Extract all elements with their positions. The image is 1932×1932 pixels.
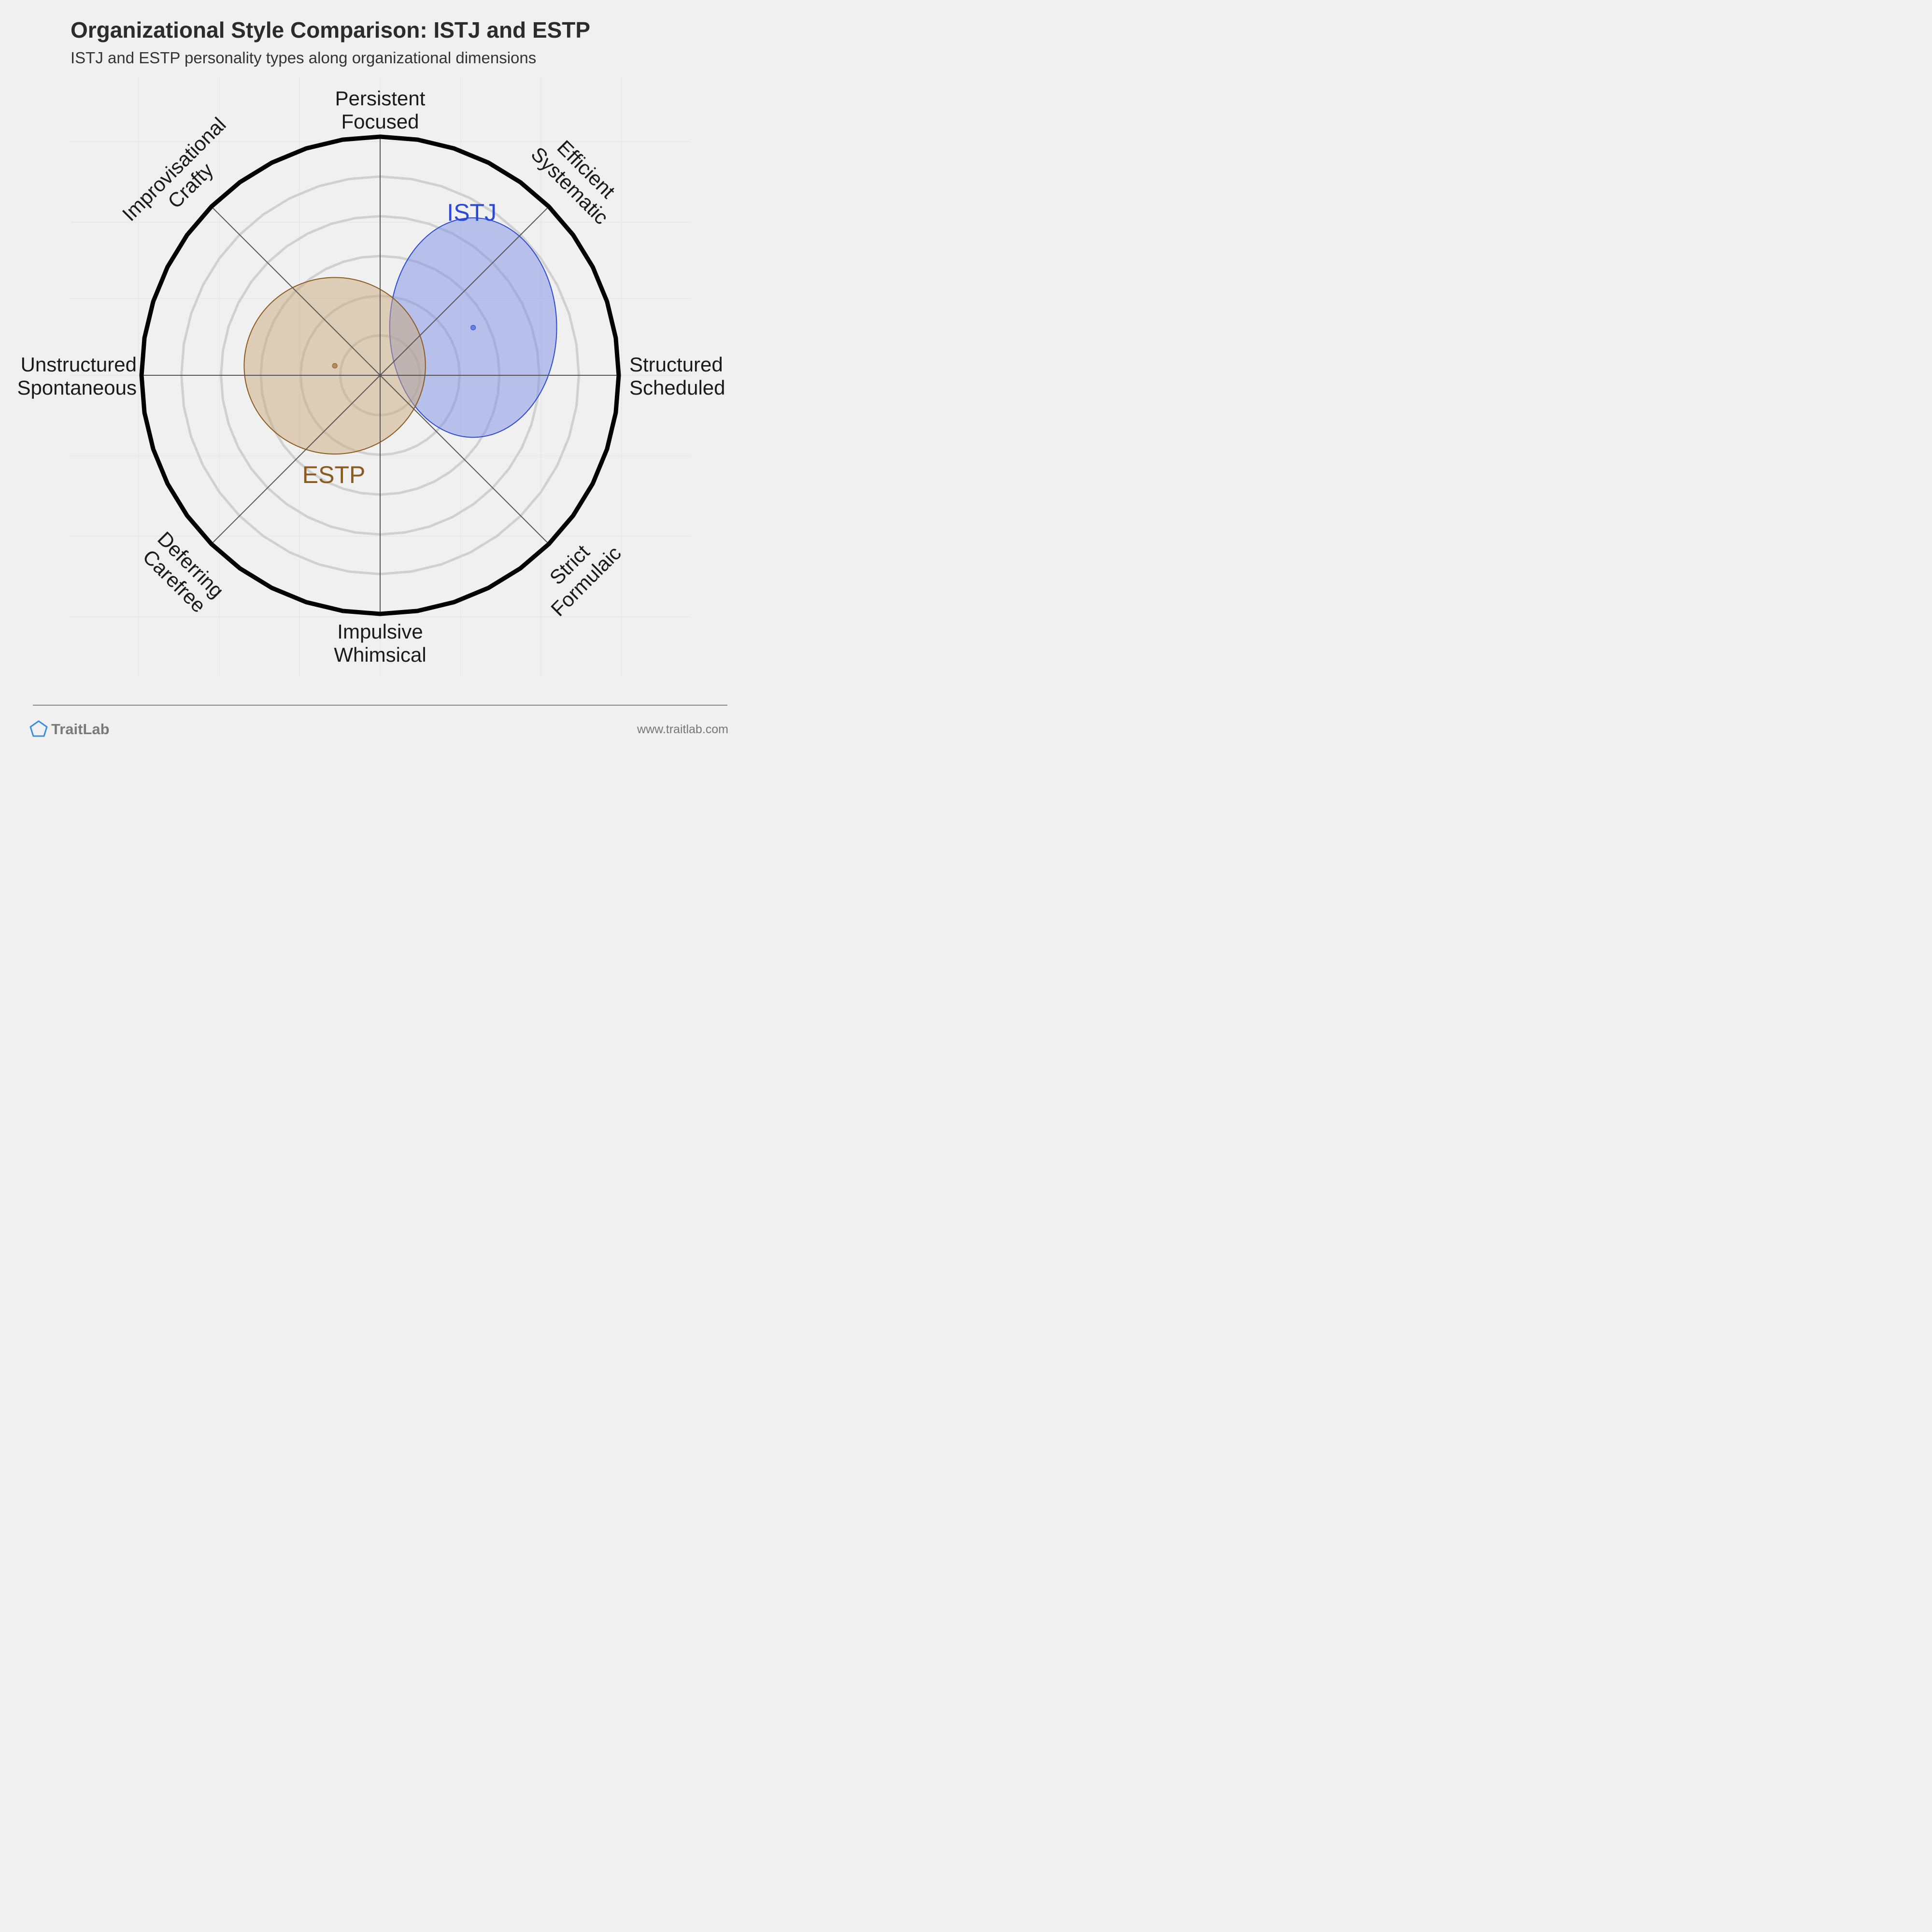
- series-label-istj: ISTJ: [447, 199, 497, 226]
- series-label-estp: ESTP: [302, 461, 366, 488]
- axis-label-line: Spontaneous: [17, 376, 137, 399]
- outer-ring: [139, 134, 621, 616]
- axis-label-line: Persistent: [335, 87, 426, 110]
- axis-spokes: [142, 137, 619, 614]
- axis-label-line: Unstructured: [21, 353, 137, 376]
- brand-logo: TraitLab: [29, 720, 110, 738]
- axis-spoke: [380, 375, 550, 545]
- axis-label-line: Structured: [629, 353, 723, 376]
- axis-spoke: [211, 375, 381, 545]
- brand-name: TraitLab: [51, 721, 110, 738]
- pentagon-icon: [29, 720, 48, 737]
- axis-label-line: Scheduled: [629, 376, 725, 399]
- chart-title: Organizational Style Comparison: ISTJ an…: [71, 17, 590, 43]
- axis-spoke: [380, 206, 550, 376]
- series-center-point-estp: [332, 363, 338, 369]
- axis-label: Persistent Focused: [335, 87, 426, 133]
- axis-label-line: Whimsical: [334, 643, 426, 666]
- axis-label-line: Impulsive: [337, 620, 423, 643]
- series-center-point-istj: [470, 325, 476, 330]
- site-url: www.traitlab.com: [637, 723, 728, 736]
- axis-label: Impulsive Whimsical: [334, 620, 426, 666]
- radar-chart: Structured ScheduledEfficientSystematicPe…: [0, 0, 757, 757]
- axis-spoke: [211, 206, 381, 376]
- axis-label-line: Focused: [341, 110, 419, 133]
- series-labels: ISTJ ESTP: [302, 199, 497, 488]
- outer-ring-group: [139, 134, 621, 616]
- axis-label: Unstructured Spontaneous: [17, 353, 137, 399]
- axis-label: Structured Scheduled: [629, 353, 725, 399]
- chart-subtitle: ISTJ and ESTP personality types along or…: [71, 49, 536, 67]
